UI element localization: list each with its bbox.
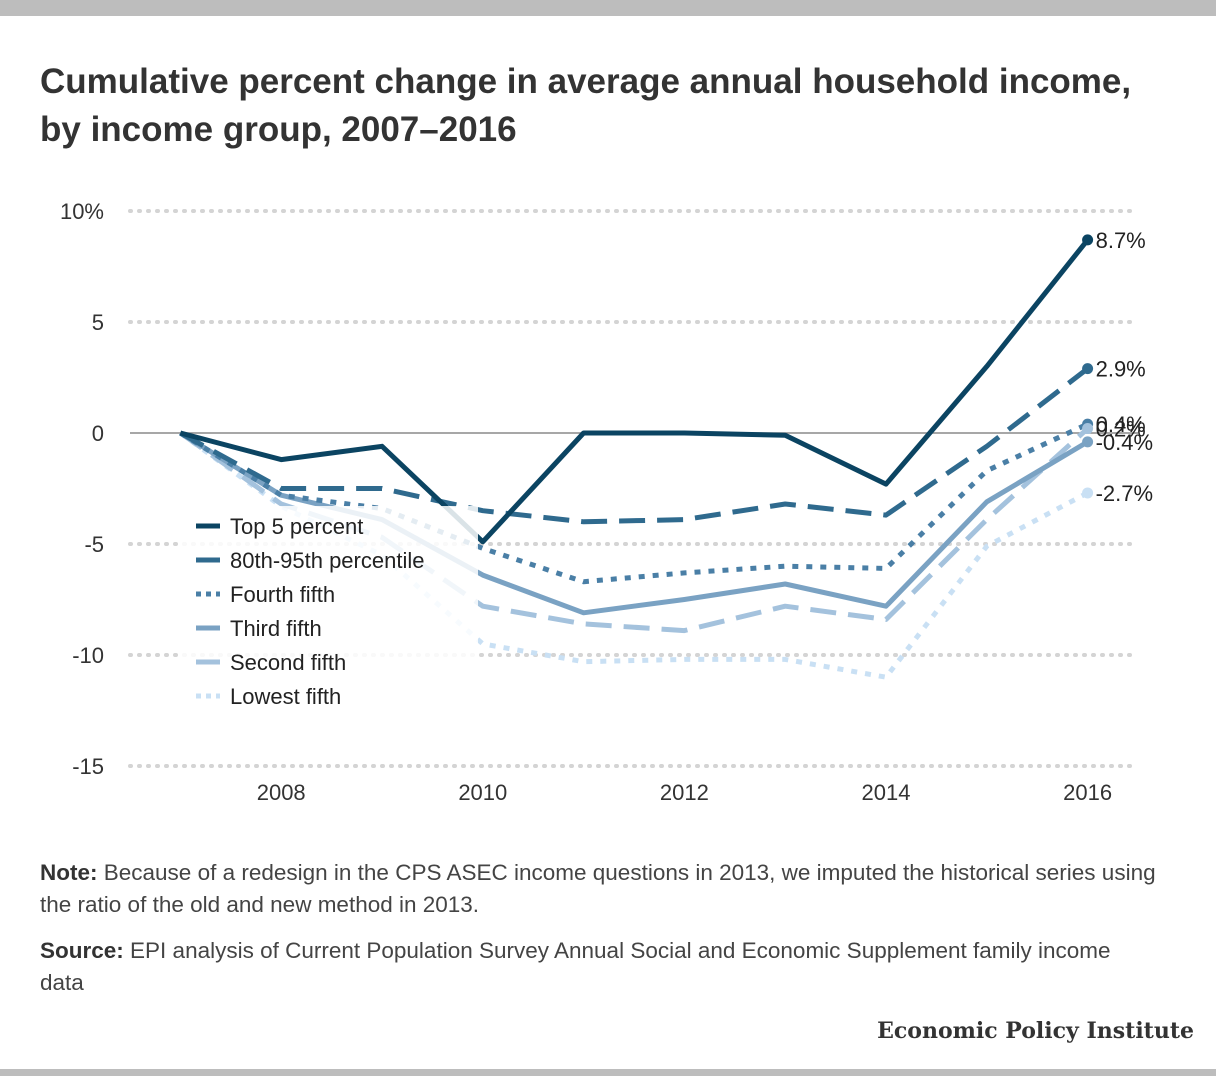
legend-label: Third fifth bbox=[230, 616, 322, 641]
note: Note: Because of a redesign in the CPS A… bbox=[40, 857, 1160, 921]
x-tick-label: 2010 bbox=[458, 780, 507, 805]
x-tick-label: 2012 bbox=[660, 780, 709, 805]
y-tick-label: -15 bbox=[72, 754, 104, 779]
legend-label: Top 5 percent bbox=[230, 514, 363, 539]
source-text: EPI analysis of Current Population Surve… bbox=[40, 938, 1111, 995]
legend-background bbox=[182, 506, 478, 718]
grid bbox=[128, 209, 1140, 768]
note-text: Because of a redesign in the CPS ASEC in… bbox=[40, 860, 1156, 917]
legend-label: 80th-95th percentile bbox=[230, 548, 424, 573]
end-label: 0.2% bbox=[1096, 417, 1146, 442]
note-label: Note: bbox=[40, 860, 98, 885]
x-tick-label: 2014 bbox=[862, 780, 911, 805]
end-point bbox=[1082, 423, 1094, 435]
series-line bbox=[179, 366, 1090, 525]
end-point bbox=[1082, 436, 1094, 448]
x-tick-label: 2016 bbox=[1063, 780, 1112, 805]
bottom-border bbox=[0, 1069, 1216, 1076]
end-point bbox=[1082, 363, 1094, 375]
end-point bbox=[1082, 234, 1094, 246]
legend-label: Fourth fifth bbox=[230, 582, 335, 607]
end-label: -2.7% bbox=[1096, 481, 1153, 506]
chart-title: Cumulative percent change in average ann… bbox=[40, 62, 1132, 149]
end-point bbox=[1082, 487, 1094, 499]
y-tick-label: 0 bbox=[92, 421, 104, 446]
x-axis-ticks: 2008 2010 2012 2014 2016 bbox=[257, 780, 1112, 805]
legend: Top 5 percent 80th-95th percentile Fourth … bbox=[182, 506, 478, 718]
y-tick-label: 10% bbox=[60, 199, 104, 224]
brand-logo: Economic Policy Institute bbox=[877, 1018, 1194, 1044]
end-label: 2.9% bbox=[1096, 357, 1146, 382]
series-line bbox=[179, 238, 1090, 545]
y-axis-ticks: 10% 5 0 -5 -10 -15 bbox=[60, 199, 104, 779]
end-labels: 8.7% 2.9% 0.4%-0.4%0.2% -2.7% bbox=[1082, 228, 1153, 506]
series-line bbox=[179, 421, 1089, 585]
end-label: 0.4% bbox=[1096, 412, 1146, 437]
source-label: Source: bbox=[40, 938, 124, 963]
y-tick-label: -10 bbox=[72, 643, 104, 668]
legend-label: Second fifth bbox=[230, 650, 346, 675]
end-label: -0.4% bbox=[1096, 430, 1153, 455]
x-tick-label: 2008 bbox=[257, 780, 306, 805]
source: Source: EPI analysis of Current Populati… bbox=[40, 935, 1160, 999]
end-label: 8.7% bbox=[1096, 228, 1146, 253]
top-border bbox=[0, 0, 1216, 16]
series-lines bbox=[178, 238, 1090, 680]
y-tick-label: 5 bbox=[92, 310, 104, 335]
legend-label: Lowest fifth bbox=[230, 684, 341, 709]
series-line bbox=[178, 430, 1089, 680]
y-tick-label: -5 bbox=[84, 532, 104, 557]
